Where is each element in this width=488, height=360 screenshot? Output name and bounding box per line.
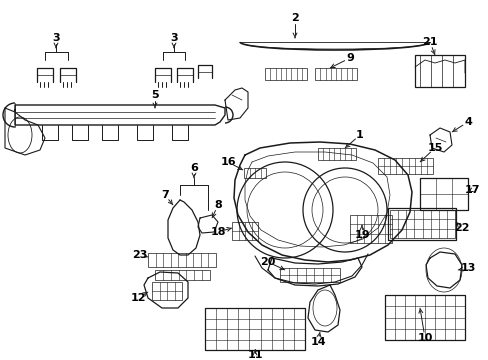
- Text: 22: 22: [453, 223, 469, 233]
- Text: 8: 8: [214, 200, 222, 210]
- Text: 12: 12: [130, 293, 145, 303]
- Bar: [264, 68, 306, 80]
- Bar: [377, 158, 432, 174]
- Text: 19: 19: [353, 230, 369, 240]
- Text: 2: 2: [290, 13, 298, 23]
- Bar: [314, 68, 356, 80]
- Bar: [384, 295, 464, 340]
- Bar: [349, 215, 391, 243]
- Text: 3: 3: [52, 33, 60, 43]
- Text: 3: 3: [170, 33, 178, 43]
- Text: 1: 1: [355, 130, 363, 140]
- Bar: [148, 253, 216, 267]
- Bar: [155, 270, 209, 280]
- Text: 11: 11: [247, 350, 262, 360]
- Text: 6: 6: [190, 163, 198, 173]
- Text: 21: 21: [421, 37, 437, 47]
- Text: 20: 20: [260, 257, 275, 267]
- Bar: [204, 308, 305, 350]
- Text: 7: 7: [161, 190, 168, 200]
- Text: 16: 16: [220, 157, 235, 167]
- Bar: [317, 148, 355, 160]
- Text: 10: 10: [416, 333, 432, 343]
- Bar: [414, 55, 464, 87]
- Bar: [384, 295, 464, 340]
- Bar: [389, 210, 454, 238]
- Bar: [231, 222, 258, 240]
- Bar: [419, 178, 467, 210]
- Bar: [280, 268, 339, 282]
- Text: 4: 4: [463, 117, 471, 127]
- Text: 9: 9: [346, 53, 353, 63]
- Text: 14: 14: [309, 337, 325, 347]
- Text: 17: 17: [463, 185, 479, 195]
- Text: 23: 23: [132, 250, 147, 260]
- Text: 15: 15: [427, 143, 442, 153]
- Bar: [204, 308, 305, 350]
- Text: 18: 18: [210, 227, 225, 237]
- Bar: [244, 168, 265, 178]
- Text: 13: 13: [459, 263, 475, 273]
- Bar: [152, 282, 182, 300]
- Bar: [419, 178, 467, 210]
- Text: 5: 5: [151, 90, 159, 100]
